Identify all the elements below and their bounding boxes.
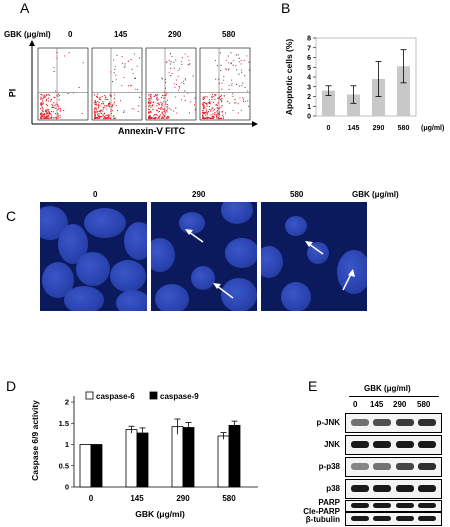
panel-a-dose-290: 290 <box>168 30 182 39</box>
panel-e-dose-580: 580 <box>417 400 431 409</box>
chart-d-legend-swatch-1 <box>149 391 158 400</box>
chart-d-ylabel: Caspase 6/9 activity <box>30 400 40 481</box>
panel-a-ylabel: PI <box>7 88 18 98</box>
chart-d-bar-caspase-6-0 <box>79 444 92 488</box>
blot-row-p-jnk <box>345 413 442 433</box>
blot-row-p38 <box>345 479 442 499</box>
flow-plot-2 <box>145 47 197 121</box>
chart-d-bar-caspase-9-2 <box>182 427 195 488</box>
blot-label-jnk: JNK <box>323 440 340 449</box>
chart-d-legend-label-0: caspase-6 <box>96 392 135 401</box>
panel-a-dose-145: 145 <box>114 30 128 39</box>
chart-b-xtick-1: 145 <box>348 125 360 132</box>
panel-a-dose-580: 580 <box>222 30 236 39</box>
chart-d-legend-label-1: caspase-9 <box>160 392 199 401</box>
chart-b-ytick-label-8: 8 <box>307 36 311 43</box>
chart-b-xtick-3: 580 <box>398 125 410 132</box>
panel-label-c: C <box>6 208 17 224</box>
chart-b-bar-3 <box>397 66 410 116</box>
chart-b-xtick-2: 290 <box>373 125 385 132</box>
chart-d-ytick-label-3: 1.5 <box>59 419 69 428</box>
blot-row-parp <box>345 500 442 512</box>
chart-d-bar-caspase-6-1 <box>125 429 138 488</box>
chart-d-bar-caspase-6-2 <box>171 426 184 488</box>
panel-a-unit-label: GBK (μg/ml) <box>4 30 51 39</box>
panel-a-dose-0: 0 <box>68 30 73 39</box>
panel-e-unit-label: GBK (μg/ml) <box>364 384 411 393</box>
panel-c-dose-580: 580 <box>290 190 304 199</box>
panel-e-dose-290: 290 <box>393 400 407 409</box>
micrograph-290 <box>151 202 257 311</box>
panel-c-dose-290: 290 <box>192 190 206 199</box>
chart-b-ytick-label-7: 7 <box>307 45 311 52</box>
chart-b-bar-0 <box>322 90 335 116</box>
blot-row-p-p38 <box>345 457 442 477</box>
chart-b-ytick-label-3: 3 <box>307 84 311 91</box>
chart-b-ytick-label-0: 0 <box>307 114 311 121</box>
blot-label-p-p38: p-p38 <box>318 462 340 471</box>
blot-label-cle-parp: Cle-PARP <box>303 507 340 516</box>
chart-b-ytick-label-2: 2 <box>307 94 311 101</box>
chart-b-bar-2 <box>372 78 385 116</box>
chart-b-bar-1 <box>347 94 360 116</box>
chart-b-xtick-0: 0 <box>327 125 331 132</box>
panel-c-dose-0: 0 <box>93 190 98 199</box>
chart-d-bar-caspase-9-1 <box>136 432 149 488</box>
chart-d-ytick-label-0: 0 <box>65 483 69 492</box>
chart-d-ytick-label-2: 1 <box>65 440 69 449</box>
micrograph-0 <box>40 202 147 311</box>
flow-plot-1 <box>91 47 143 121</box>
chart-d-xtick-1: 145 <box>130 494 144 503</box>
chart-d-bar-caspase-6-3 <box>217 435 230 488</box>
micrograph-580 <box>261 202 367 311</box>
flow-plot-0 <box>37 47 89 121</box>
chart-b-ytick-label-5: 5 <box>307 65 311 72</box>
panel-e-dose-0: 0 <box>353 400 358 409</box>
apoptosis-bar-chart: 0 1 2 3 4 5 6 7 8 Apoptotic cells (%) 0 145 290 580 (μ… <box>284 36 444 133</box>
chart-b-ytick-label-4: 4 <box>307 75 311 82</box>
panel-c-unit-label: GBK (μg/ml) <box>352 190 399 199</box>
chart-b-xlabel: (μg/ml) <box>421 125 444 132</box>
blot-label-parp: PARP <box>318 498 340 507</box>
chart-d-xtick-0: 0 <box>89 494 94 503</box>
chart-d-legend-swatch-0 <box>85 391 94 400</box>
chart-d-bar-caspase-9-0 <box>90 444 103 488</box>
panel-e-dose-145: 145 <box>370 400 384 409</box>
flow-plot-3 <box>199 47 251 121</box>
chart-d-xlabel: GBK (μg/ml) <box>135 509 185 519</box>
panel-label-d: D <box>6 378 17 394</box>
panel-label-e: E <box>308 378 318 394</box>
caspase-bar-chart: 0 0.5 1 1.5 2 Caspase 6/9 activity 0 145 290 580 G… <box>30 391 258 519</box>
chart-d-ytick-label-4: 2 <box>65 398 69 407</box>
blot-label-p-jnk: p-JNK <box>316 418 340 427</box>
chart-d-bar-caspase-9-3 <box>228 424 241 488</box>
panel-label-b: B <box>281 0 291 16</box>
chart-d-xtick-3: 580 <box>222 494 236 503</box>
flow-cytometry-plots <box>29 40 258 127</box>
panel-a-xlabel: Annexin-Ⅴ FITC <box>118 126 186 136</box>
chart-d-ytick-label-1: 0.5 <box>59 461 69 470</box>
blot-row-beta-tubulin <box>345 512 442 526</box>
blot-row-jnk <box>345 435 442 455</box>
blot-label-beta-tubulin: β-tubulin <box>305 515 340 524</box>
chart-d-xtick-2: 290 <box>176 494 190 503</box>
chart-b-ytick-label-1: 1 <box>307 104 311 111</box>
chart-b-ylabel: Apoptotic cells (%) <box>284 39 294 116</box>
panel-label-a: A <box>20 0 30 16</box>
chart-b-ytick-label-6: 6 <box>307 55 311 62</box>
blot-label-p38: p38 <box>326 484 340 493</box>
panel-e-bracket <box>349 396 439 397</box>
